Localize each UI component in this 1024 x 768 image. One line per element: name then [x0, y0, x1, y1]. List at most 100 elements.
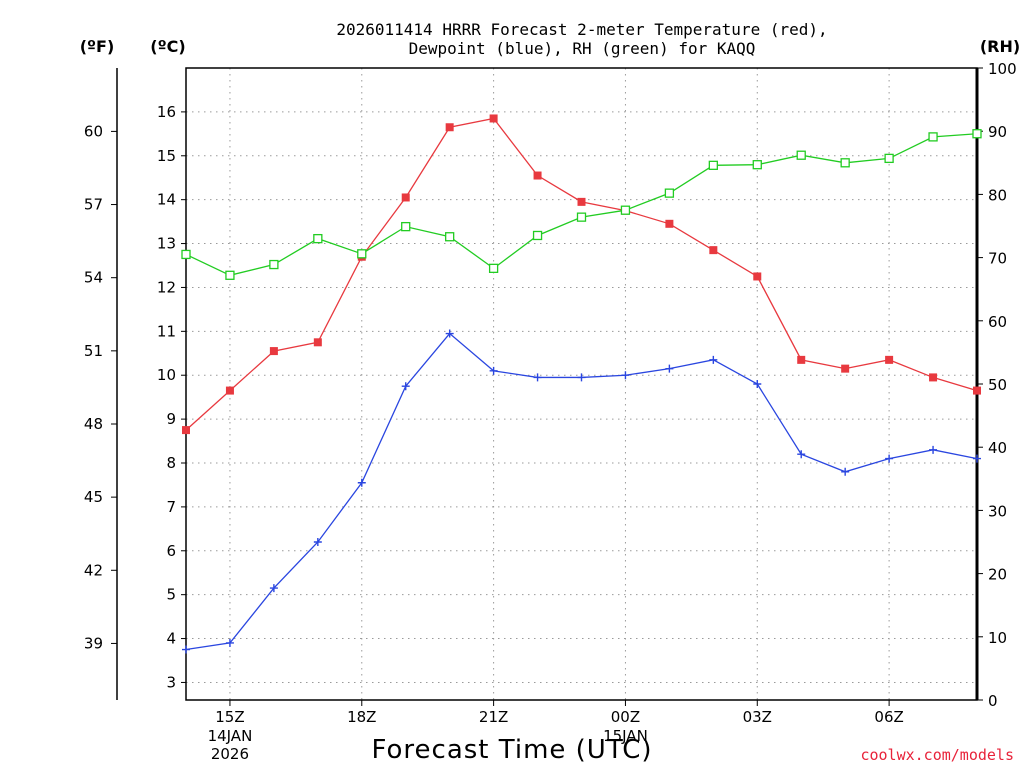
data-point — [621, 371, 630, 380]
rh-tick-label: 80 — [988, 186, 1007, 204]
rh-tick-label: 100 — [988, 60, 1017, 78]
data-point — [577, 373, 586, 382]
rh-tick-label: 50 — [988, 376, 1007, 394]
fahrenheit-tick-label: 45 — [84, 488, 103, 506]
x-date-label: 15JAN — [603, 727, 648, 745]
data-point — [840, 158, 850, 168]
celsius-tick-label: 6 — [166, 542, 176, 560]
celsius-tick-label: 12 — [157, 278, 176, 296]
data-point — [973, 454, 981, 463]
series-dewpoint — [182, 329, 981, 654]
celsius-tick-label: 9 — [166, 410, 176, 428]
fahrenheit-unit-label: (ºF) — [80, 37, 115, 56]
fahrenheit-tick-label: 54 — [84, 269, 103, 287]
celsius-tick-label: 13 — [157, 235, 176, 253]
grid-lines — [186, 68, 977, 700]
data-point — [797, 450, 806, 459]
celsius-tick-label: 15 — [157, 147, 176, 165]
data-point — [532, 230, 543, 241]
data-point — [445, 329, 454, 338]
data-point — [182, 426, 190, 435]
data-point — [841, 467, 850, 476]
data-point — [576, 212, 587, 222]
x-tick-label: 18Z — [347, 708, 376, 726]
data-point — [665, 219, 674, 228]
data-point — [225, 386, 234, 395]
data-point — [796, 150, 806, 160]
x-axis-label: Forecast Time (UTC) — [371, 735, 652, 765]
data-point — [445, 123, 454, 132]
data-point — [752, 160, 762, 170]
data-point — [708, 160, 718, 170]
data-point — [797, 355, 806, 364]
data-point — [577, 197, 586, 206]
data-point — [928, 132, 938, 142]
rh-tick-label: 0 — [988, 692, 998, 710]
data-point — [620, 205, 631, 215]
series-line — [185, 117, 978, 431]
tick-labels: 3456789101112131415163942454851545760010… — [84, 60, 1017, 763]
data-point — [753, 272, 762, 281]
celsius-tick-label: 5 — [166, 586, 176, 604]
rh-tick-label: 40 — [988, 439, 1007, 457]
source-credit: coolwx.com/models — [860, 746, 1014, 764]
data-point — [664, 188, 675, 198]
series-2-meter-temperature — [182, 114, 981, 435]
fahrenheit-tick-label: 51 — [84, 342, 103, 360]
chart-title: 2026011414 HRRR Forecast 2-meter Tempera… — [336, 20, 827, 39]
x-date-label: 2026 — [211, 745, 249, 763]
fahrenheit-tick-label: 48 — [84, 415, 103, 433]
data-point — [709, 355, 718, 364]
data-point — [489, 366, 498, 375]
x-tick-label: 06Z — [874, 708, 903, 726]
celsius-tick-label: 10 — [157, 366, 176, 384]
x-tick-label: 00Z — [611, 708, 640, 726]
data-point — [401, 221, 411, 232]
celsius-tick-label: 8 — [166, 454, 176, 472]
rh-unit-label: (RH) — [980, 37, 1020, 56]
celsius-tick-label: 3 — [166, 673, 176, 691]
data-point — [181, 249, 191, 260]
data-point — [182, 645, 190, 654]
celsius-tick-label: 16 — [157, 103, 176, 121]
data-point — [225, 270, 235, 280]
data-point — [269, 584, 278, 593]
celsius-tick-label: 4 — [166, 630, 176, 648]
data-point — [445, 232, 455, 242]
data-point — [885, 355, 894, 364]
rh-tick-label: 10 — [988, 629, 1007, 647]
data-point — [313, 538, 322, 546]
data-point — [313, 233, 323, 244]
data-point — [884, 153, 894, 164]
series-relative-humidity — [181, 129, 982, 280]
fahrenheit-tick-label: 39 — [84, 634, 103, 652]
data-point — [533, 171, 542, 180]
data-point — [929, 445, 938, 454]
data-point — [401, 382, 410, 391]
celsius-tick-label: 11 — [157, 322, 176, 340]
data-point — [885, 454, 894, 463]
data-point — [313, 338, 322, 347]
data-point — [357, 478, 366, 487]
x-tick-label: 03Z — [743, 708, 772, 726]
data-point — [841, 364, 850, 373]
data-point — [357, 249, 367, 259]
data-point — [269, 347, 278, 356]
plot-frame — [185, 67, 978, 701]
x-date-label: 14JAN — [208, 727, 253, 745]
data-point — [401, 193, 410, 202]
data-point — [709, 246, 718, 255]
rh-tick-label: 30 — [988, 502, 1007, 520]
rh-tick-label: 60 — [988, 313, 1007, 331]
rh-tick-label: 20 — [988, 566, 1007, 584]
data-point — [488, 263, 499, 273]
data-point — [225, 638, 234, 647]
data-series — [181, 114, 982, 654]
axes — [111, 67, 983, 706]
chart-subtitle: Dewpoint (blue), RH (green) for KAQQ — [409, 39, 756, 58]
celsius-tick-label: 7 — [166, 498, 176, 516]
x-tick-label: 21Z — [479, 708, 508, 726]
data-point — [269, 259, 279, 270]
fahrenheit-tick-label: 42 — [84, 561, 103, 579]
x-tick-label: 15Z — [215, 708, 244, 726]
